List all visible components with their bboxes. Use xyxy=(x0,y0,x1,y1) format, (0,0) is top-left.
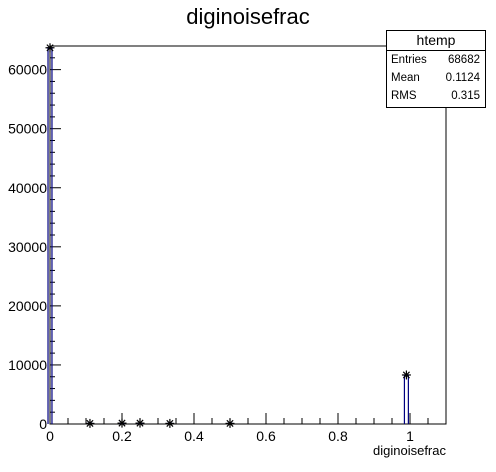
stats-row-mean: Mean 0.1124 xyxy=(387,69,485,87)
y-tick-label: 60000 xyxy=(8,62,47,78)
x-tick-label: 0.2 xyxy=(112,428,132,444)
asterisk-marker xyxy=(85,418,95,428)
x-tick-label: 0.6 xyxy=(256,428,276,444)
histogram-bar xyxy=(403,374,409,424)
asterisk-marker xyxy=(165,418,175,428)
stats-row-rms: RMS 0.315 xyxy=(387,87,485,105)
stats-title: htemp xyxy=(387,31,485,51)
stats-entries-label: Entries xyxy=(391,54,427,66)
asterisk-marker xyxy=(225,418,235,428)
asterisk-marker xyxy=(135,418,145,428)
asterisk-marker xyxy=(117,418,127,428)
x-tick-label: 1 xyxy=(406,428,414,444)
stats-entries-value: 68682 xyxy=(448,54,480,66)
stats-box: htemp Entries 68682 Mean 0.1124 RMS 0.31… xyxy=(386,30,486,108)
y-tick-label: 10000 xyxy=(8,357,47,373)
x-tick-label: 0.4 xyxy=(184,428,204,444)
asterisk-marker xyxy=(401,370,411,380)
y-tick-label: 50000 xyxy=(8,121,47,137)
chart-title: diginoisefrac xyxy=(186,4,310,29)
stats-mean-label: Mean xyxy=(391,72,420,84)
y-tick-label: 40000 xyxy=(8,180,47,196)
asterisk-marker xyxy=(45,43,55,53)
x-axis-label: diginoisefrac xyxy=(373,443,446,458)
y-tick-label: 30000 xyxy=(8,239,47,255)
stats-row-entries: Entries 68682 xyxy=(387,51,485,69)
stats-rms-value: 0.315 xyxy=(451,90,480,102)
x-tick-label: 0 xyxy=(46,428,54,444)
stats-mean-value: 0.1124 xyxy=(445,72,480,84)
stats-rms-label: RMS xyxy=(391,90,417,102)
y-tick-label: 20000 xyxy=(8,298,47,314)
x-tick-label: 0.8 xyxy=(328,428,348,444)
y-tick-label: 0 xyxy=(39,416,47,432)
